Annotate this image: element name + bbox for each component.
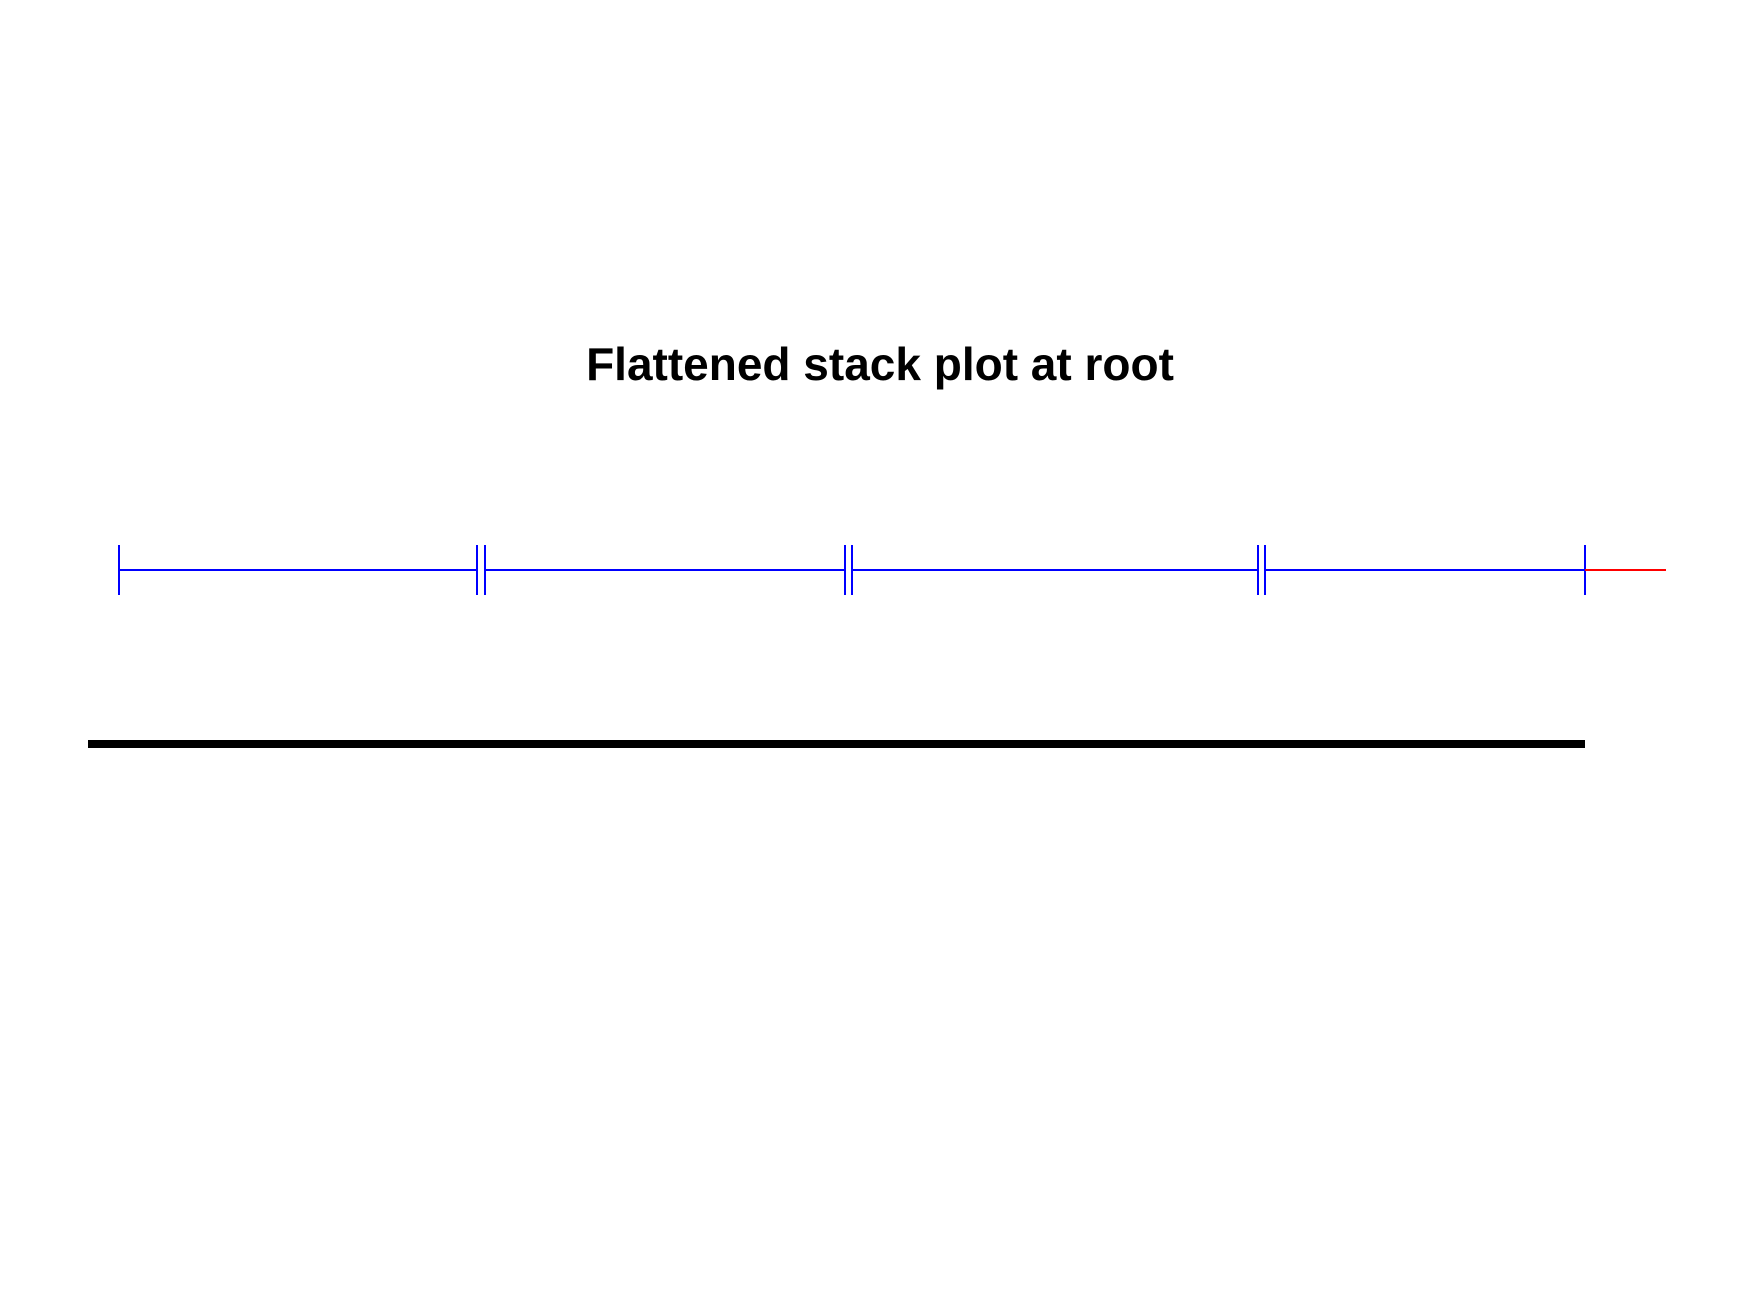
stack-segment <box>484 545 846 595</box>
stack-segments <box>118 545 1586 595</box>
plot-title: Flattened stack plot at root <box>586 338 1174 390</box>
stack-segment <box>851 545 1259 595</box>
stack-segment <box>118 545 478 595</box>
stack-segment <box>1264 545 1586 595</box>
